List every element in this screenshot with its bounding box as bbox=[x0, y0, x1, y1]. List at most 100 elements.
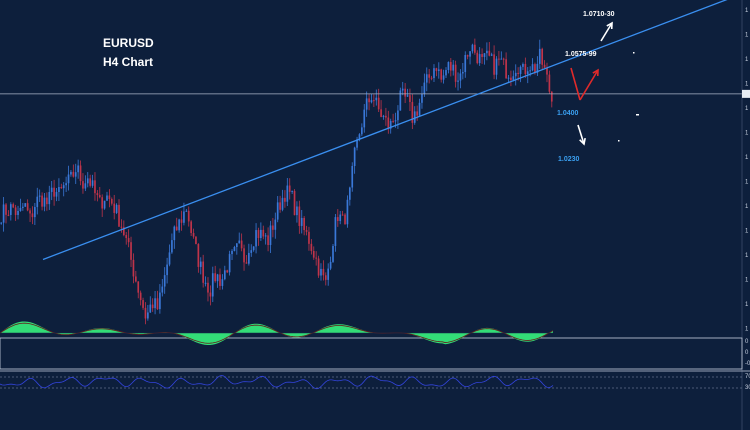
candle-body bbox=[363, 109, 366, 128]
candle-body bbox=[166, 264, 168, 276]
candle-body bbox=[175, 226, 178, 231]
price-tick-label: 1 bbox=[745, 180, 749, 186]
candle-body bbox=[77, 165, 79, 173]
candle-body bbox=[216, 274, 219, 282]
candle-body bbox=[221, 279, 224, 286]
candle-body bbox=[531, 64, 534, 71]
candle-body bbox=[96, 193, 99, 196]
candle-body bbox=[171, 240, 173, 253]
candle-body bbox=[103, 200, 106, 209]
candle-body bbox=[457, 80, 459, 82]
price-tick-label: 1 bbox=[745, 229, 749, 235]
candle-body bbox=[110, 199, 113, 204]
annotation-label: 1.0400 bbox=[557, 110, 579, 117]
candle-body bbox=[79, 165, 82, 182]
candle-body bbox=[139, 292, 142, 301]
candle-body bbox=[478, 54, 481, 64]
candle-body bbox=[382, 115, 385, 117]
candle-body bbox=[541, 48, 544, 65]
candle-body bbox=[118, 204, 120, 227]
candle-body bbox=[380, 109, 382, 117]
candle-body bbox=[60, 187, 63, 189]
candle-body bbox=[409, 95, 411, 102]
candle-body bbox=[293, 190, 296, 216]
candle-body bbox=[14, 207, 17, 215]
candle-body bbox=[219, 274, 221, 286]
candle-body bbox=[161, 286, 164, 293]
candle-body bbox=[31, 213, 34, 218]
candle-body bbox=[48, 191, 51, 205]
candle-body bbox=[202, 261, 205, 283]
candle-body bbox=[320, 268, 322, 276]
candle-body bbox=[476, 52, 479, 64]
candle-body bbox=[250, 250, 253, 253]
candle-body bbox=[394, 120, 397, 122]
candle-body bbox=[70, 171, 72, 175]
candle-body bbox=[243, 248, 245, 263]
candle-body bbox=[255, 230, 257, 247]
candle-body bbox=[238, 240, 241, 244]
annotation-label: 1.0575-99 bbox=[565, 51, 597, 58]
candle-body bbox=[469, 51, 471, 57]
candle-body bbox=[502, 58, 505, 60]
candle-body bbox=[62, 185, 65, 189]
candle-body bbox=[132, 259, 135, 277]
candle-body bbox=[505, 59, 507, 79]
candle-body bbox=[474, 44, 476, 53]
price-tick-label: 1 bbox=[745, 131, 749, 137]
candle-body bbox=[303, 217, 305, 231]
candle-body bbox=[449, 62, 452, 71]
candle-body bbox=[322, 268, 325, 276]
candle-body bbox=[341, 214, 344, 216]
candle-body bbox=[397, 110, 399, 121]
candle-body bbox=[548, 74, 551, 92]
candle-body bbox=[115, 204, 118, 213]
candle-body bbox=[375, 97, 378, 101]
candle-body bbox=[437, 69, 440, 71]
candle-body bbox=[459, 73, 462, 81]
candle-body bbox=[257, 230, 260, 239]
candle-body bbox=[334, 217, 337, 246]
candle-body bbox=[34, 207, 36, 218]
candle-body bbox=[423, 82, 426, 95]
target-down-arrow-head bbox=[579, 137, 586, 146]
candle-body bbox=[211, 273, 214, 297]
candle-body bbox=[500, 58, 503, 60]
candle-body bbox=[264, 235, 267, 237]
candle-body bbox=[67, 174, 70, 184]
forecast-red-up-arrow-head bbox=[592, 68, 599, 77]
candle-body bbox=[291, 190, 293, 192]
candle-body bbox=[245, 262, 248, 264]
candle-body bbox=[38, 195, 41, 197]
candle-body bbox=[72, 171, 75, 177]
candle-body bbox=[534, 64, 536, 73]
candle-body bbox=[46, 197, 48, 205]
candle-body bbox=[483, 53, 486, 57]
candle-body bbox=[173, 226, 176, 241]
candle-body bbox=[207, 282, 209, 293]
candle-body bbox=[108, 195, 111, 200]
candle-body bbox=[197, 243, 200, 267]
candle-body bbox=[452, 64, 455, 71]
candle-body bbox=[488, 50, 491, 56]
oscillator-panel: 0 0 -0 bbox=[0, 321, 750, 370]
candle-body bbox=[454, 64, 457, 82]
candle-body bbox=[187, 210, 190, 222]
candle-body bbox=[421, 94, 423, 103]
candle-body bbox=[147, 312, 149, 319]
candle-body bbox=[163, 275, 166, 287]
candle-body bbox=[428, 74, 431, 78]
oscillator-signal-line bbox=[0, 322, 554, 344]
candle-body bbox=[392, 120, 394, 122]
candle-body bbox=[385, 115, 387, 118]
candle-body bbox=[82, 181, 84, 189]
candle-body bbox=[507, 77, 510, 79]
candle-body bbox=[305, 230, 308, 232]
forecast-red-up-arrow bbox=[579, 69, 599, 101]
candle-body bbox=[344, 214, 346, 225]
candle-body bbox=[185, 210, 188, 212]
price-tick-label: 1 bbox=[745, 327, 749, 333]
candle-body bbox=[486, 50, 488, 54]
candle-body bbox=[84, 183, 87, 189]
